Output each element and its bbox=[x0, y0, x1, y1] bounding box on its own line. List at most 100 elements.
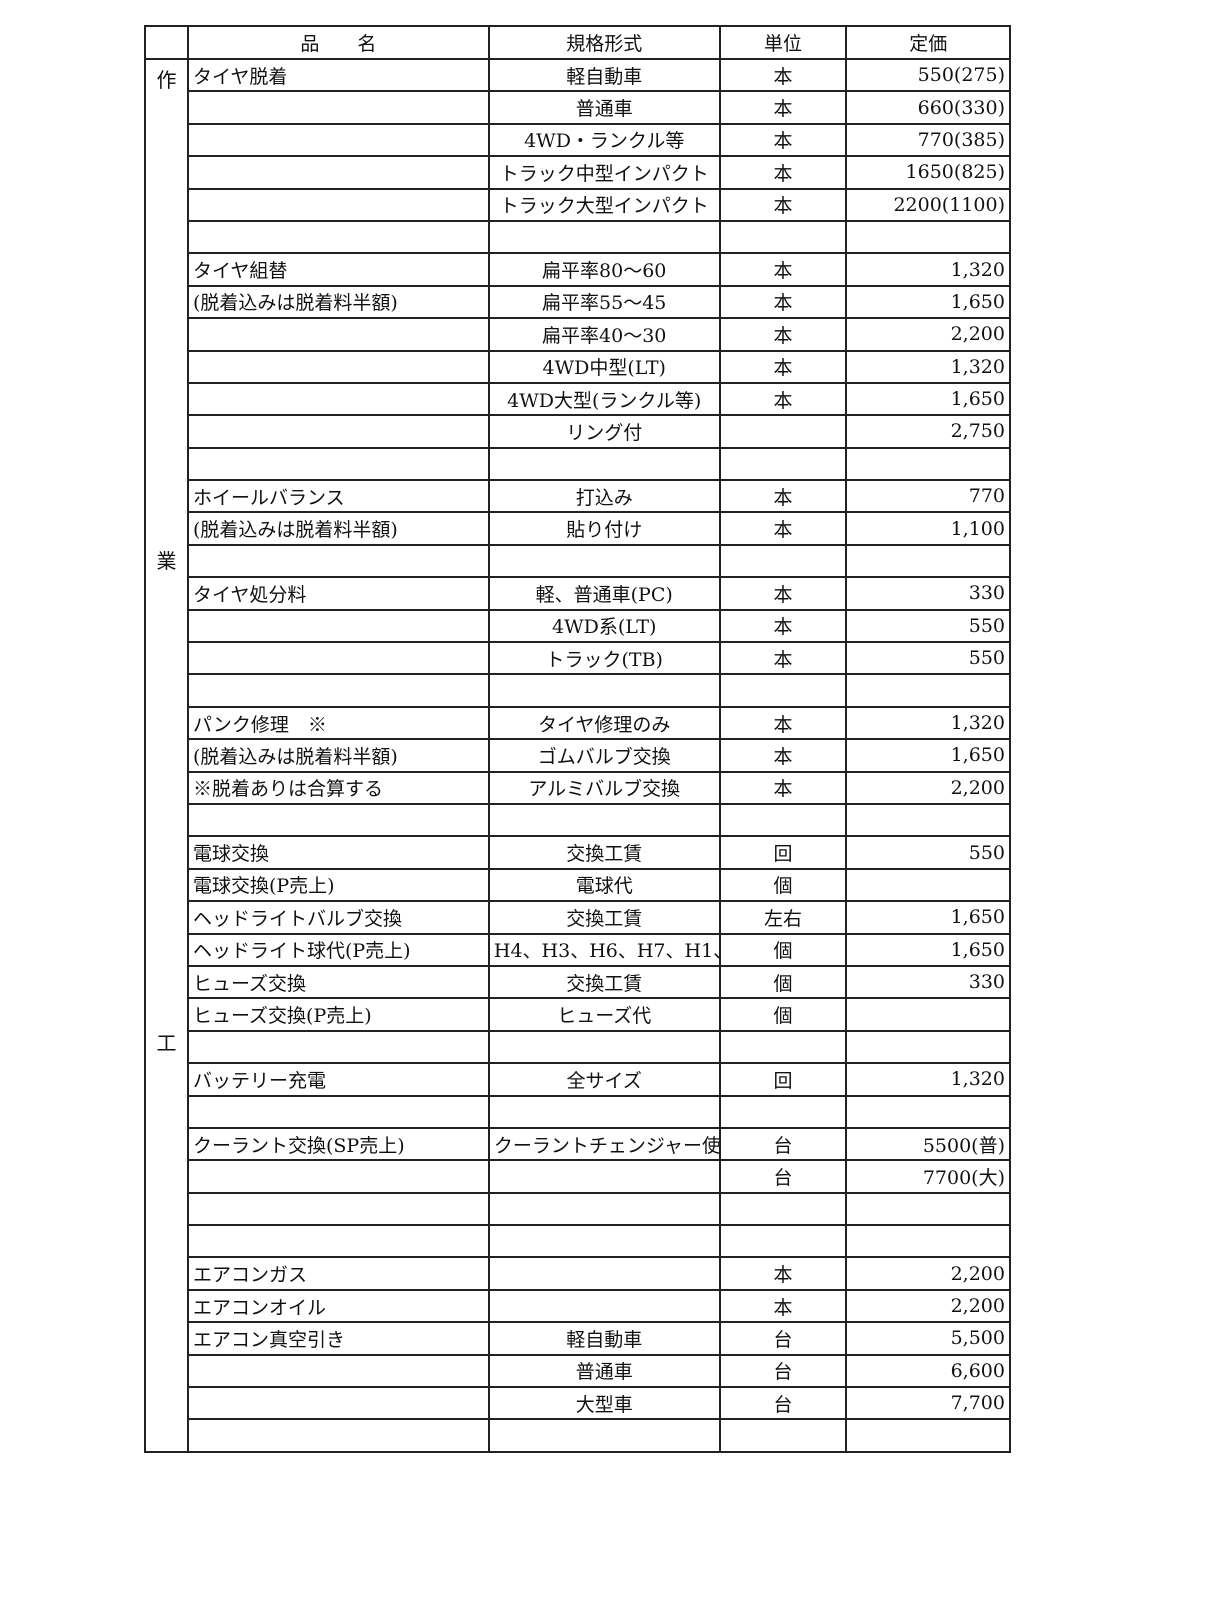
cell-spec: トラック大型インパクト bbox=[487, 187, 721, 222]
table-row: ホイールバランス 打込み本 770 bbox=[145, 479, 1011, 514]
cell-name bbox=[186, 802, 490, 838]
cell-name bbox=[186, 1418, 490, 1453]
cell-unit: 台 bbox=[718, 1353, 848, 1389]
cell-unit bbox=[718, 414, 848, 449]
cell-spec: 普通車 bbox=[487, 1353, 721, 1389]
cell-name: エアコンオイル bbox=[186, 1288, 490, 1324]
cell-price: 550 bbox=[845, 835, 1011, 870]
cell-unit: 本 bbox=[718, 608, 848, 644]
table-row bbox=[145, 802, 1011, 838]
table-row: トラック中型インパクト本 1650(825) bbox=[145, 155, 1011, 190]
cell-unit: 本 bbox=[718, 317, 848, 352]
cell-unit: 本 bbox=[718, 349, 848, 384]
cell-unit: 本 bbox=[718, 187, 848, 222]
cell-name: タイヤ処分料 bbox=[186, 576, 490, 611]
cell-unit bbox=[718, 219, 848, 255]
cell-price: 1,650 bbox=[845, 900, 1011, 935]
cell-unit: 本 bbox=[718, 641, 848, 676]
header-price: 定価 bbox=[845, 25, 1011, 60]
cell-price: 330 bbox=[845, 576, 1011, 611]
table-row bbox=[145, 446, 1011, 482]
cell-name bbox=[186, 673, 490, 708]
cell-spec: 打込み bbox=[487, 479, 721, 514]
cell-spec: 交換工賃 bbox=[487, 900, 721, 935]
cell-price: 6,600 bbox=[845, 1353, 1011, 1389]
cell-price: 550 bbox=[845, 641, 1011, 676]
table-row bbox=[145, 543, 1011, 579]
cell-name: タイヤ組替 bbox=[186, 252, 490, 287]
cell-price: 2,200 bbox=[845, 317, 1011, 352]
cell-unit: 台 bbox=[718, 1386, 848, 1421]
cell-name: バッテリー充電 bbox=[186, 1062, 490, 1097]
cell-spec bbox=[487, 219, 721, 255]
table-row: 普通車本 660(330) bbox=[145, 90, 1011, 125]
cell-unit: 本 bbox=[718, 381, 848, 417]
cell-spec: 大型車 bbox=[487, 1386, 721, 1421]
table-row: エアコンガス 本 2,200 bbox=[145, 1256, 1011, 1291]
cell-name: 電球交換(P売上) bbox=[186, 867, 490, 903]
cell-price: 2200(1100) bbox=[845, 187, 1011, 222]
table-row: 4WD・ランクル等本 770(385) bbox=[145, 122, 1011, 158]
table-row: エアコンオイル 本 2,200 bbox=[145, 1288, 1011, 1324]
cell-unit: 本 bbox=[718, 155, 848, 190]
cell-spec: H4、H3、H6、H7、H1、D4 bbox=[487, 932, 721, 967]
cell-name bbox=[186, 543, 490, 579]
cell-spec: トラック(TB) bbox=[487, 641, 721, 676]
table-row: 電球交換(P売上) 電球代個 bbox=[145, 867, 1011, 903]
cell-name: ホイールバランス bbox=[186, 479, 490, 514]
table-row: タイヤ処分料 軽、普通車(PC) 本 330 bbox=[145, 576, 1011, 611]
cell-price: 5500(普) bbox=[845, 1126, 1011, 1162]
cell-price: 1,320 bbox=[845, 1062, 1011, 1097]
cell-price bbox=[845, 802, 1011, 838]
cell-name bbox=[186, 1159, 490, 1194]
cell-price: 2,200 bbox=[845, 770, 1011, 805]
cell-unit: 本 bbox=[718, 576, 848, 611]
cell-price: 1,650 bbox=[845, 284, 1011, 320]
cell-price: 2,200 bbox=[845, 1256, 1011, 1291]
cell-unit bbox=[718, 1224, 848, 1259]
table-row: トラック大型インパクト本 2200(1100) bbox=[145, 187, 1011, 222]
table-row bbox=[145, 1224, 1011, 1259]
cell-name: エアコンガス bbox=[186, 1256, 490, 1291]
cell-spec: 電球代 bbox=[487, 867, 721, 903]
table-row: ヘッドライトバルブ交換 交換工賃 左右 1,650 bbox=[145, 900, 1011, 935]
cell-spec bbox=[487, 543, 721, 579]
table-row bbox=[145, 219, 1011, 255]
cell-price bbox=[845, 997, 1011, 1032]
side-label-char: 工 bbox=[156, 1031, 177, 1055]
cell-price: 660(330) bbox=[845, 90, 1011, 125]
cell-name: タイヤ脱着 bbox=[186, 57, 490, 93]
header-spec: 規格形式 bbox=[487, 25, 721, 60]
cell-price bbox=[845, 867, 1011, 903]
table-row bbox=[145, 673, 1011, 708]
cell-name: (脱着込みは脱着料半額) bbox=[186, 284, 490, 320]
cell-price bbox=[845, 1029, 1011, 1065]
cell-unit: 回 bbox=[718, 1062, 848, 1097]
table-row: (脱着込みは脱着料半額) 貼り付け本 1,100 bbox=[145, 511, 1011, 546]
cell-spec: 全サイズ bbox=[487, 1062, 721, 1097]
table-row: トラック(TB) 本 550 bbox=[145, 641, 1011, 676]
cell-unit: 本 bbox=[718, 284, 848, 320]
side-label-cell: 作業工賃 bbox=[144, 58, 189, 1453]
cell-spec bbox=[487, 1029, 721, 1065]
cell-name bbox=[186, 122, 490, 158]
table-row: バッテリー充電 全サイズ回 1,320 bbox=[145, 1062, 1011, 1097]
cell-spec: リング付 bbox=[487, 414, 721, 449]
cell-spec: 軽、普通車(PC) bbox=[487, 576, 721, 611]
cell-spec bbox=[487, 802, 721, 838]
cell-price bbox=[845, 446, 1011, 482]
cell-price: 2,750 bbox=[845, 414, 1011, 449]
cell-name bbox=[186, 641, 490, 676]
price-table: 品 名 規格形式 単位 定価 作業工賃タイヤ脱着軽自動車本550(275)普通車… bbox=[144, 25, 1011, 1453]
cell-unit bbox=[718, 1418, 848, 1453]
cell-price: 1,320 bbox=[845, 349, 1011, 384]
cell-unit bbox=[718, 1094, 848, 1129]
cell-name bbox=[186, 1353, 490, 1389]
cell-price: 550(275) bbox=[845, 57, 1011, 93]
cell-spec: 交換工賃 bbox=[487, 964, 721, 1000]
cell-name: エアコン真空引き bbox=[186, 1321, 490, 1356]
cell-spec: 4WD大型(ランクル等) bbox=[487, 381, 721, 417]
cell-spec: 扁平率40～30 bbox=[487, 317, 721, 352]
cell-price: 2,200 bbox=[845, 1288, 1011, 1324]
cell-price: 1,320 bbox=[845, 252, 1011, 287]
